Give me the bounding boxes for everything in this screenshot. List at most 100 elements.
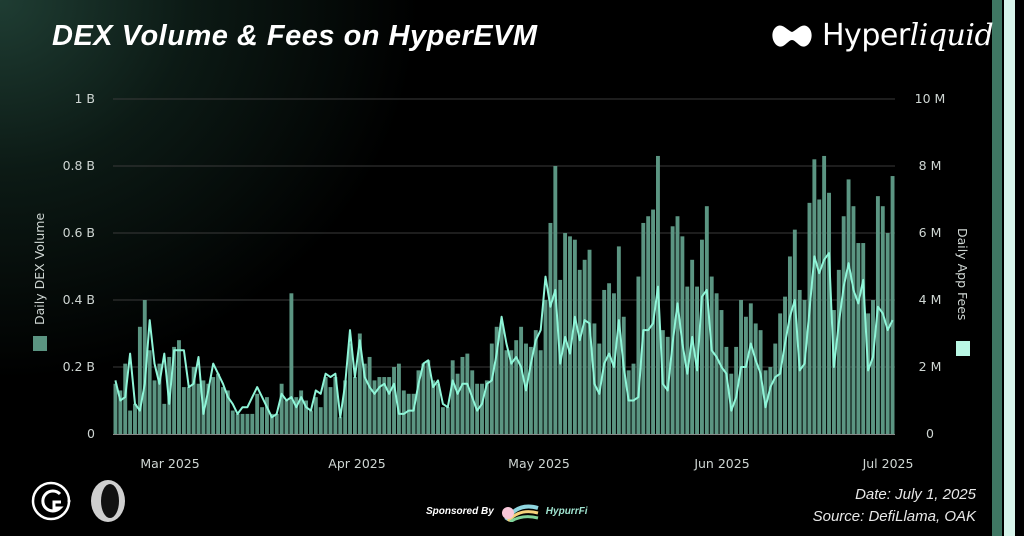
volume-bar: [177, 340, 181, 434]
hyperliquid-logo: Hyperliquid: [772, 18, 994, 53]
volume-bar: [621, 316, 626, 434]
volume-bar: [704, 206, 709, 434]
volume-bar: [568, 236, 572, 434]
volume-bar: [309, 410, 313, 434]
volume-bar: [113, 383, 118, 434]
volume-bar: [255, 393, 260, 434]
right-tick-label: 10 M: [915, 91, 946, 106]
volume-bar: [836, 269, 841, 434]
left-tick-label: 1 B: [74, 91, 95, 106]
left-axis-ticks: 0 0.2 B 0.4 B 0.6 B 0.8 B 1 B: [63, 91, 95, 441]
right-axis-label: Daily App Fees: [955, 228, 970, 320]
sponsor-name: HypurrFi: [545, 505, 588, 517]
decorative-stripe-edge: [1015, 0, 1024, 536]
volume-bar: [216, 373, 221, 434]
volume-bar: [411, 393, 416, 434]
volume-bar: [211, 377, 216, 434]
volume-bar: [235, 413, 240, 434]
volume-bar: [890, 176, 895, 435]
volume-bar: [387, 377, 392, 434]
volume-bar: [440, 407, 445, 434]
volume-bar: [304, 400, 308, 434]
volume-bar: [548, 222, 553, 434]
volume-bars: [113, 155, 895, 435]
volume-bar: [880, 206, 885, 434]
volume-bar: [831, 310, 836, 434]
volume-bar: [343, 380, 348, 434]
chart-title: DEX Volume & Fees on HyperEVM: [52, 20, 538, 52]
sponsored-by-label: Sponsored By: [426, 505, 494, 517]
volume-bar: [294, 397, 299, 434]
volume-bar: [680, 236, 685, 434]
volume-bar: [616, 246, 621, 434]
volume-bar: [181, 387, 186, 434]
volume-bar: [377, 377, 382, 434]
volume-bar: [817, 199, 822, 434]
volume-bar: [352, 377, 357, 434]
volume-bar: [196, 383, 201, 434]
decorative-stripe-light: [1004, 0, 1015, 536]
source-label: Source: DefiLlama, OAK: [812, 508, 976, 525]
volume-bar: [494, 326, 499, 434]
volume-bar: [401, 390, 406, 434]
x-tick-label: May 2025: [508, 456, 570, 471]
volume-bar: [299, 390, 304, 434]
g-logo-icon: [31, 481, 71, 521]
volume-bar: [543, 300, 548, 434]
left-axis-label: Daily DEX Volume: [32, 213, 47, 325]
volume-bar: [871, 300, 875, 434]
volume-bar: [426, 360, 431, 434]
decorative-stripe-dark: [992, 0, 1002, 536]
volume-bar: [631, 363, 636, 434]
volume-bar: [142, 300, 147, 434]
volume-bar: [450, 360, 455, 434]
volume-bar: [323, 377, 328, 434]
volume-bar: [133, 403, 137, 434]
volume-bar: [885, 233, 890, 434]
volume-bar: [152, 380, 157, 434]
volume-bar: [783, 296, 787, 434]
legend-fees-swatch: [956, 341, 970, 356]
right-tick-label: 4 M: [919, 292, 942, 307]
brand-text-italic: liquid: [909, 18, 994, 53]
volume-bar: [641, 222, 646, 434]
volume-bar: [607, 283, 612, 434]
volume-bar: [685, 286, 690, 434]
volume-bar: [724, 346, 729, 434]
volume-bar: [333, 377, 338, 434]
partner-logos: [31, 480, 125, 522]
volume-bar: [822, 155, 827, 434]
volume-bar: [392, 367, 396, 434]
volume-bar: [509, 350, 514, 434]
ring-logo-icon: [91, 480, 125, 522]
volume-bar: [489, 343, 494, 434]
left-tick-label: 0.2 B: [63, 359, 95, 374]
volume-bar: [240, 413, 245, 434]
volume-bar: [866, 313, 871, 434]
volume-bar: [186, 387, 191, 434]
volume-bar: [773, 343, 778, 434]
right-tick-label: 0: [926, 426, 934, 441]
date-label: Date: July 1, 2025: [855, 486, 976, 503]
volume-bar: [470, 370, 475, 434]
volume-bar: [318, 407, 323, 434]
volume-bar: [225, 390, 230, 434]
left-tick-label: 0: [87, 426, 95, 441]
volume-bar: [367, 356, 372, 434]
volume-bar: [748, 303, 753, 434]
left-tick-label: 0.6 B: [63, 225, 95, 240]
volume-bar: [802, 300, 807, 434]
volume-bar: [743, 316, 748, 434]
volume-bar: [279, 383, 284, 434]
volume-bar: [421, 363, 426, 434]
volume-bar: [274, 413, 279, 434]
volume-bar: [700, 239, 704, 434]
volume-bar: [123, 363, 128, 434]
volume-bar: [636, 276, 641, 434]
volume-bar: [861, 243, 866, 434]
volume-bar: [719, 310, 724, 434]
volume-bar: [269, 413, 274, 434]
volume-bar: [734, 346, 739, 434]
x-tick-label: Mar 2025: [140, 456, 199, 471]
